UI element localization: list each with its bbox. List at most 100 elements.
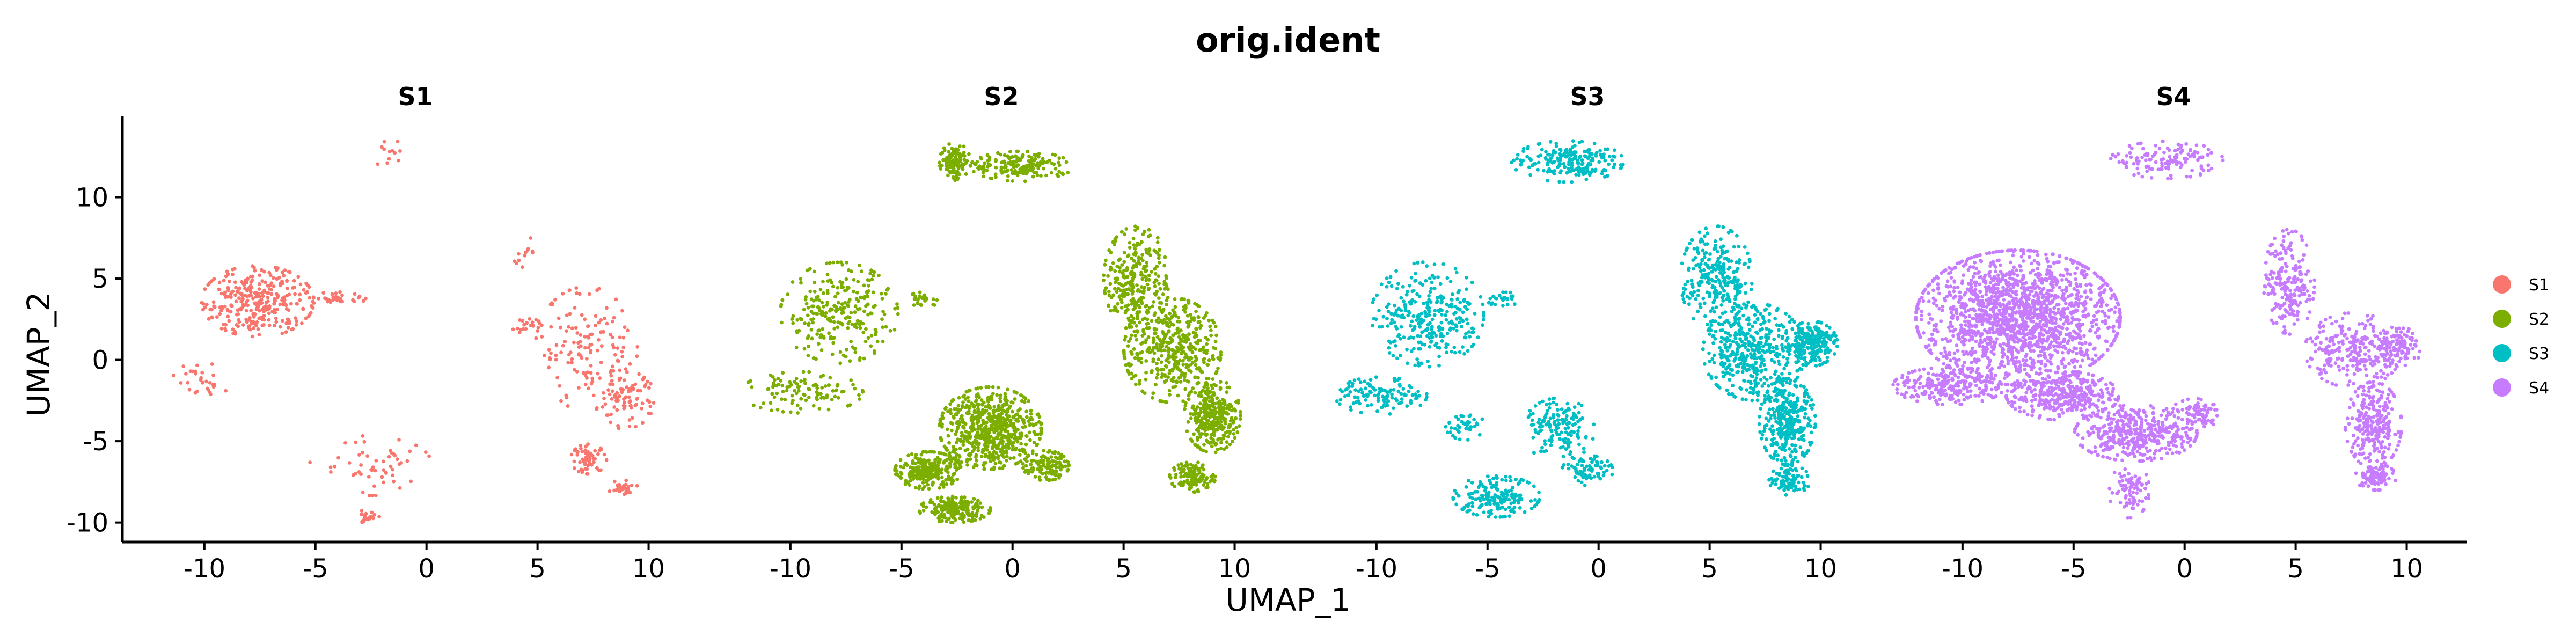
data-point [1584,177,1589,181]
data-point [1580,161,1585,165]
data-point [1525,480,1529,484]
data-point [958,144,962,148]
data-point [391,473,395,478]
data-point [334,291,338,295]
data-point [864,327,868,331]
data-point [833,394,837,399]
data-point [994,451,999,455]
data-point [1387,280,1391,284]
data-point [913,456,918,460]
data-point [212,304,216,309]
data-point [1150,270,1154,274]
data-point [287,308,291,312]
data-point [409,479,413,484]
data-point [1435,341,1439,346]
data-point [836,260,840,264]
data-point [1232,407,1236,412]
data-point [1223,434,1226,437]
data-point [1555,425,1558,429]
data-point [947,517,951,521]
data-point [1005,399,1009,403]
data-point [1212,393,1217,397]
data-point [1481,323,1484,327]
data-point [1113,287,1117,291]
data-point [1582,172,1585,177]
data-point [962,154,967,158]
data-point [1448,328,1452,332]
data-point [534,318,538,322]
data-point [1187,332,1191,336]
data-point [1402,335,1406,339]
data-point [622,484,626,488]
data-point [991,445,994,449]
data-point [1173,349,1177,354]
data-point [809,327,814,332]
data-point [526,248,530,252]
data-point [580,470,584,474]
data-point [926,482,930,487]
data-point [393,453,397,458]
data-point [1453,267,1458,271]
data-point [340,293,344,297]
data-point [524,327,528,331]
data-point [1147,306,1152,310]
data-point [982,174,986,179]
data-point [1528,173,1533,177]
data-point [599,318,603,322]
data-point [1416,261,1420,265]
data-point [807,323,810,327]
data-point [1481,485,1485,489]
data-point [583,382,588,386]
data-point [1000,466,1005,470]
data-point [1008,150,1012,154]
data-point [1002,423,1007,427]
data-point [918,290,922,295]
data-point [244,317,248,321]
data-point [1418,325,1422,329]
data-point [858,326,862,330]
data-point [771,375,775,379]
data-point [933,458,938,462]
data-point [940,467,944,471]
data-point [1011,421,1015,426]
data-point [1189,356,1194,360]
data-point [1136,330,1139,334]
data-point [1122,288,1126,292]
data-point [813,289,817,294]
data-point [1139,270,1143,275]
data-point [941,500,945,503]
data-point [1162,287,1167,291]
data-point [819,375,823,379]
data-point [1107,290,1111,294]
data-point [862,309,866,313]
data-point [579,344,583,348]
data-point [962,144,966,149]
data-point [849,378,853,382]
data-point [999,437,1004,441]
data-point [1146,335,1151,339]
data-point [308,313,312,317]
data-point [1029,408,1033,413]
data-point [1155,362,1159,365]
data-point [1006,429,1009,434]
data-point [1425,392,1429,396]
data-point [1561,438,1565,442]
data-point [1155,335,1160,339]
y-tick-label: 10 [76,183,108,213]
data-point [609,374,613,378]
data-point [1205,363,1210,367]
data-point [627,386,631,391]
data-point [1478,480,1482,484]
data-point [1166,317,1170,321]
data-point [599,344,604,348]
data-point [1160,344,1164,348]
data-point [962,508,966,512]
data-point [298,292,302,297]
data-point [575,331,580,335]
data-point [861,330,866,334]
data-point [1029,166,1033,170]
data-point [832,304,836,308]
data-point [1011,448,1015,452]
data-point [1013,433,1017,437]
data-point [956,461,961,465]
